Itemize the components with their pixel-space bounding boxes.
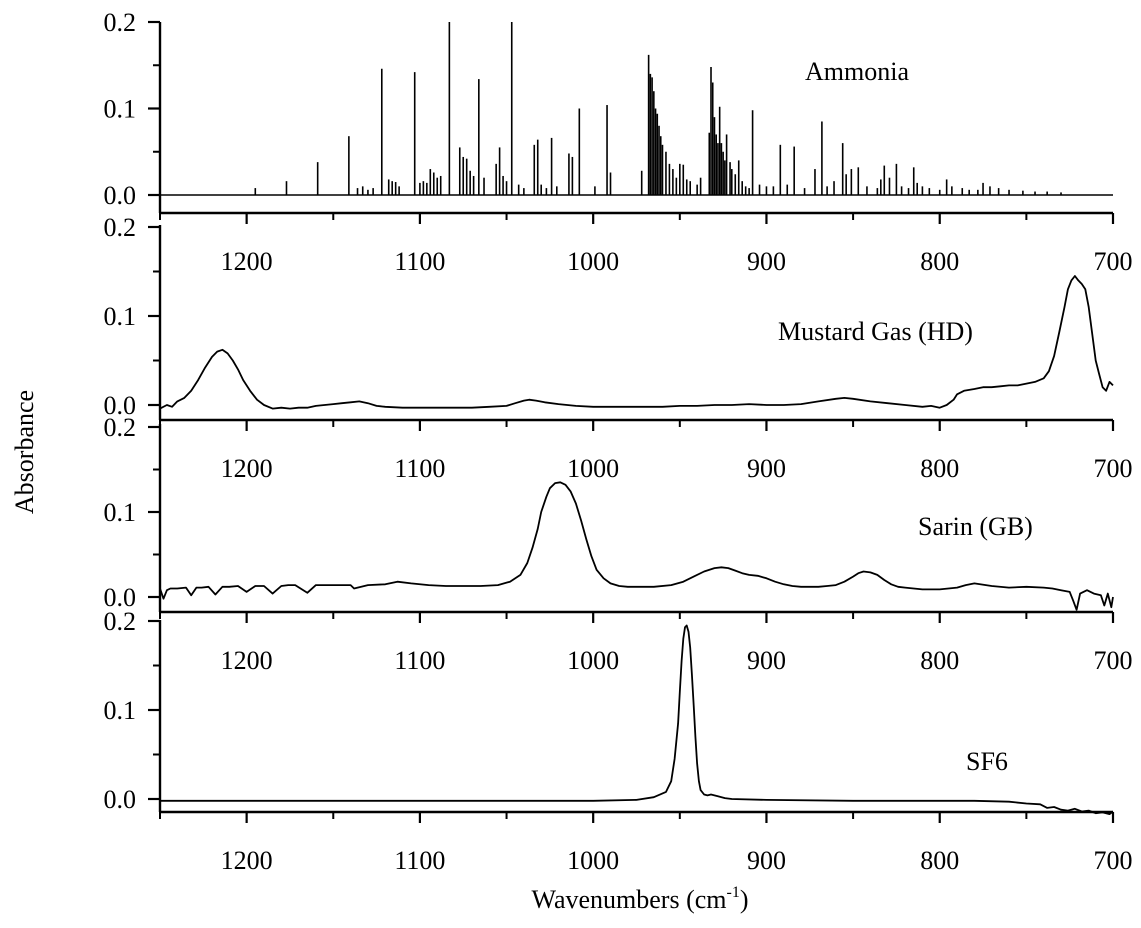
panel-label: Mustard Gas (HD): [778, 317, 973, 346]
x-tick-label: 900: [747, 846, 786, 875]
y-tick-label: 0.1: [104, 95, 137, 124]
y-tick-label: 0.0: [104, 181, 137, 210]
x-tick-label: 1100: [394, 846, 445, 875]
x-tick-label: 800: [920, 454, 959, 483]
x-tick-label: 1200: [221, 646, 273, 675]
x-tick-label: 700: [1094, 454, 1133, 483]
y-tick-label: 0.2: [104, 413, 137, 442]
x-tick-label: 1000: [567, 247, 619, 276]
x-tick-label: 1100: [394, 454, 445, 483]
x-tick-label: 1200: [221, 247, 273, 276]
y-tick-label: 0.2: [104, 607, 137, 636]
x-tick-label: 1000: [567, 454, 619, 483]
spectrum-line: [160, 624, 1114, 815]
panel-2: 0.0 0.1 0.2 1200 1100 1000 900 800 700 Mustard Ga…: [104, 213, 1133, 483]
x-tick-label: 1100: [394, 247, 445, 276]
y-tick-label: 0.0: [104, 785, 137, 814]
x-tick-label: 1000: [567, 646, 619, 675]
panel-3: 0.0 0.1 0.2 1200 1100 1000 900 800 700 Sarin (GB): [104, 413, 1133, 675]
x-tick-label: 800: [920, 846, 959, 875]
spectrum-line: [159, 481, 1114, 611]
x-tick-label: 700: [1094, 247, 1133, 276]
y-tick-label: 0.2: [104, 213, 137, 242]
y-tick-label: 0.0: [104, 583, 137, 612]
y-tick-label: 0.1: [104, 302, 137, 331]
y-tick-label: 0.0: [104, 391, 137, 420]
x-tick-label: 900: [747, 247, 786, 276]
x-tick-label: 700: [1094, 646, 1133, 675]
x-tick-label: 800: [920, 247, 959, 276]
x-axis-title-superscript: -1: [727, 884, 740, 901]
x-tick-label: 800: [920, 646, 959, 675]
panel-4: 0.0 0.1 0.2 1200 1100 1000 900 800 700 SF6: [104, 607, 1133, 875]
x-tick-label: 1200: [221, 846, 273, 875]
panel-label: SF6: [966, 747, 1008, 776]
x-tick-label: 900: [747, 454, 786, 483]
x-tick-label: 700: [1094, 846, 1133, 875]
x-axis-title: Wavenumbers (cm-1): [532, 884, 749, 914]
spectrum-line: [159, 275, 1114, 410]
y-tick-label: 0.1: [104, 498, 137, 527]
x-tick-label: 1200: [221, 454, 273, 483]
panel-1: 0.0 0.1 0.2 1200 1100 1000 900 800 700 Ammonia: [104, 8, 1133, 276]
y-tick-label: 0.1: [104, 696, 137, 725]
panel-label: Ammonia: [805, 57, 909, 86]
x-axis-title-main: Wavenumbers (cm: [532, 885, 727, 914]
x-tick-label: 1100: [394, 646, 445, 675]
y-axis-title: Absorbance: [10, 390, 39, 514]
x-axis-title-close: ): [740, 885, 749, 914]
panel-label: Sarin (GB): [918, 512, 1033, 541]
y-tick-label: 0.2: [104, 8, 137, 37]
x-tick-label: 900: [747, 646, 786, 675]
x-tick-label: 1000: [567, 846, 619, 875]
